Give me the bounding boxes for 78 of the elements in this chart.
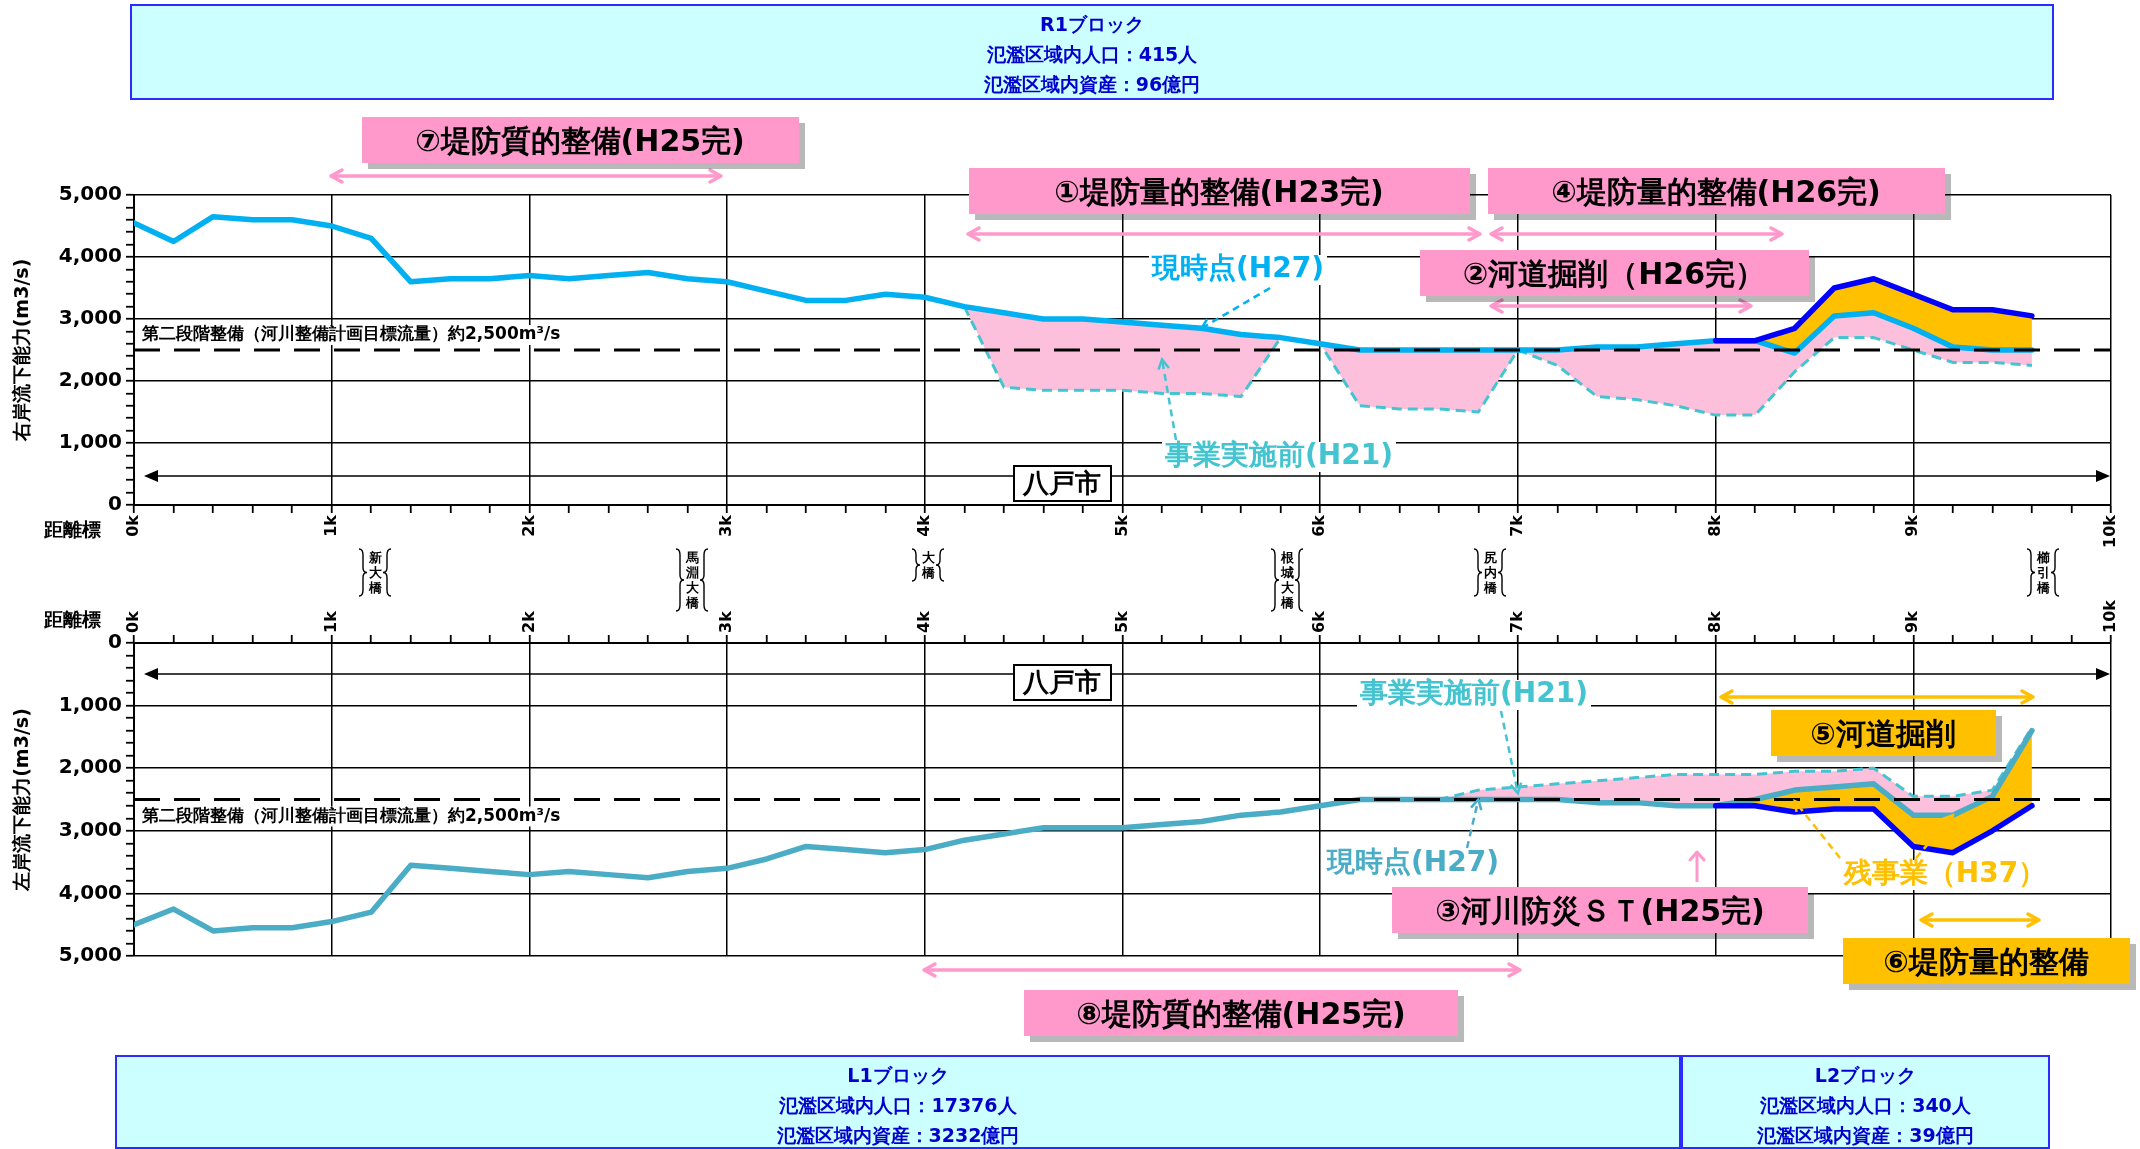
text: 氾濫区域内人口：340人 bbox=[1760, 1094, 1971, 1116]
text: 氾濫区域内人口：17376人 bbox=[779, 1094, 1017, 1116]
label-box: ⑧堤防質的整備(H25完) bbox=[1024, 990, 1458, 1036]
annotation: ③河川防災ＳＴ(H25完) bbox=[1435, 892, 1765, 928]
label-box: ①堤防量的整備(H23完) bbox=[968, 168, 1470, 214]
x-tick-label: 0k bbox=[123, 610, 143, 633]
annotation: 八戸市 bbox=[1023, 467, 1101, 498]
text: 氾濫区域内資産：96億円 bbox=[983, 73, 1201, 95]
annotation: ②河道掘削（H26完） bbox=[1462, 255, 1766, 291]
x-tick-label: 10k bbox=[2100, 599, 2120, 633]
text: 氾濫区域内人口：415人 bbox=[986, 43, 1198, 65]
y-tick-label: 5,000 bbox=[58, 942, 122, 967]
label-box: ⑤河道掘削 bbox=[1770, 710, 1996, 756]
text: 氾濫区域内資産：3232億円 bbox=[776, 1124, 1020, 1146]
y-axis-title: 右岸流下能力(m3/s) bbox=[9, 258, 32, 443]
x-tick-label: 7k bbox=[1507, 610, 1527, 633]
x-tick-label: 4k bbox=[913, 514, 933, 537]
x-tick-label: 3k bbox=[716, 514, 736, 537]
x-tick-label: 9k bbox=[1902, 514, 1922, 537]
y-tick-label: 2,000 bbox=[58, 754, 122, 779]
x-tick-label: 2k bbox=[518, 514, 538, 537]
text: 馬淵大橋 bbox=[684, 550, 700, 610]
ref-line-label: 第二段階整備（河川整備計画目標流量）約2,500m³/s bbox=[141, 323, 561, 344]
x-tick-label: 4k bbox=[913, 610, 933, 633]
x-tick-label: 3k bbox=[716, 610, 736, 633]
x-tick-label: 1k bbox=[320, 514, 340, 537]
x-axis-title: 距離標 bbox=[42, 517, 101, 540]
text: 氾濫区域内資産：39億円 bbox=[1757, 1124, 1974, 1146]
label-box: ④堤防量的整備(H26完) bbox=[1487, 168, 1945, 214]
x-tick-label: 10k bbox=[2100, 514, 2120, 548]
y-tick-label: 2,000 bbox=[58, 367, 122, 392]
y-tick-label: 1,000 bbox=[58, 691, 122, 716]
y-tick-label: 0 bbox=[108, 629, 122, 654]
y-tick-label: 1,000 bbox=[58, 429, 122, 454]
annotation: 八戸市 bbox=[1023, 666, 1101, 697]
text: 根城大橋 bbox=[1279, 550, 1295, 610]
y-axis-title: 左岸流下能力(m3/s) bbox=[9, 708, 32, 892]
x-tick-label: 8k bbox=[1704, 514, 1724, 537]
y-tick-label: 3,000 bbox=[58, 305, 122, 330]
series-label: 事業実施前(H21) bbox=[1164, 438, 1393, 472]
x-tick-label: 6k bbox=[1309, 610, 1329, 633]
label-box: 八戸市 bbox=[1012, 464, 1112, 502]
series-label: 残事業（H37） bbox=[1842, 856, 2047, 890]
text: L1ブロック bbox=[847, 1064, 949, 1086]
series-label: 現時点(H27) bbox=[1151, 251, 1324, 285]
y-tick-label: 3,000 bbox=[58, 817, 122, 841]
ref-line-label: 第二段階整備（河川整備計画目標流量）約2,500m³/s bbox=[141, 804, 561, 825]
x-tick-label: 6k bbox=[1309, 514, 1329, 537]
text: 尻内橋 bbox=[1482, 550, 1498, 595]
y-tick-label: 5,000 bbox=[58, 181, 122, 206]
label-box: ③河川防災ＳＴ(H25完) bbox=[1392, 887, 1808, 933]
label-box: ⑥堤防量的整備 bbox=[1842, 938, 2130, 984]
x-tick-label: 1k bbox=[320, 610, 340, 633]
x-tick-label: 8k bbox=[1704, 610, 1724, 633]
y-tick-label: 4,000 bbox=[58, 879, 122, 904]
text: L2ブロック bbox=[1814, 1064, 1917, 1086]
annotation: ①堤防量的整備(H23完) bbox=[1054, 173, 1384, 209]
label-box: ⑦堤防質的整備(H25完) bbox=[361, 117, 799, 163]
x-axis-title: 距離標 bbox=[42, 607, 101, 630]
label-box: 八戸市 bbox=[1012, 663, 1112, 701]
annotation: ⑤河道掘削 bbox=[1810, 715, 1956, 751]
x-tick-label: 5k bbox=[1111, 514, 1131, 537]
text: 櫛引橋 bbox=[2035, 550, 2051, 595]
text: R1ブロック bbox=[1040, 13, 1144, 35]
annotation: ⑥堤防量的整備 bbox=[1883, 943, 2089, 979]
text: 新大橋 bbox=[367, 550, 383, 595]
text: 事業実施前(H21) bbox=[1359, 676, 1588, 710]
x-tick-label: 5k bbox=[1111, 610, 1131, 633]
x-tick-label: 2k bbox=[518, 610, 538, 633]
x-tick-label: 0k bbox=[123, 514, 143, 537]
x-tick-label: 7k bbox=[1507, 514, 1527, 537]
y-tick-label: 0 bbox=[108, 491, 122, 516]
legend-label: 現時点(H27) bbox=[1326, 845, 1499, 879]
label-box: ②河道掘削（H26完） bbox=[1419, 250, 1809, 296]
x-tick-label: 9k bbox=[1902, 610, 1922, 633]
y-tick-label: 4,000 bbox=[58, 243, 122, 268]
annotation: ④堤防量的整備(H26完) bbox=[1551, 173, 1881, 209]
text: 大橋 bbox=[920, 550, 936, 580]
